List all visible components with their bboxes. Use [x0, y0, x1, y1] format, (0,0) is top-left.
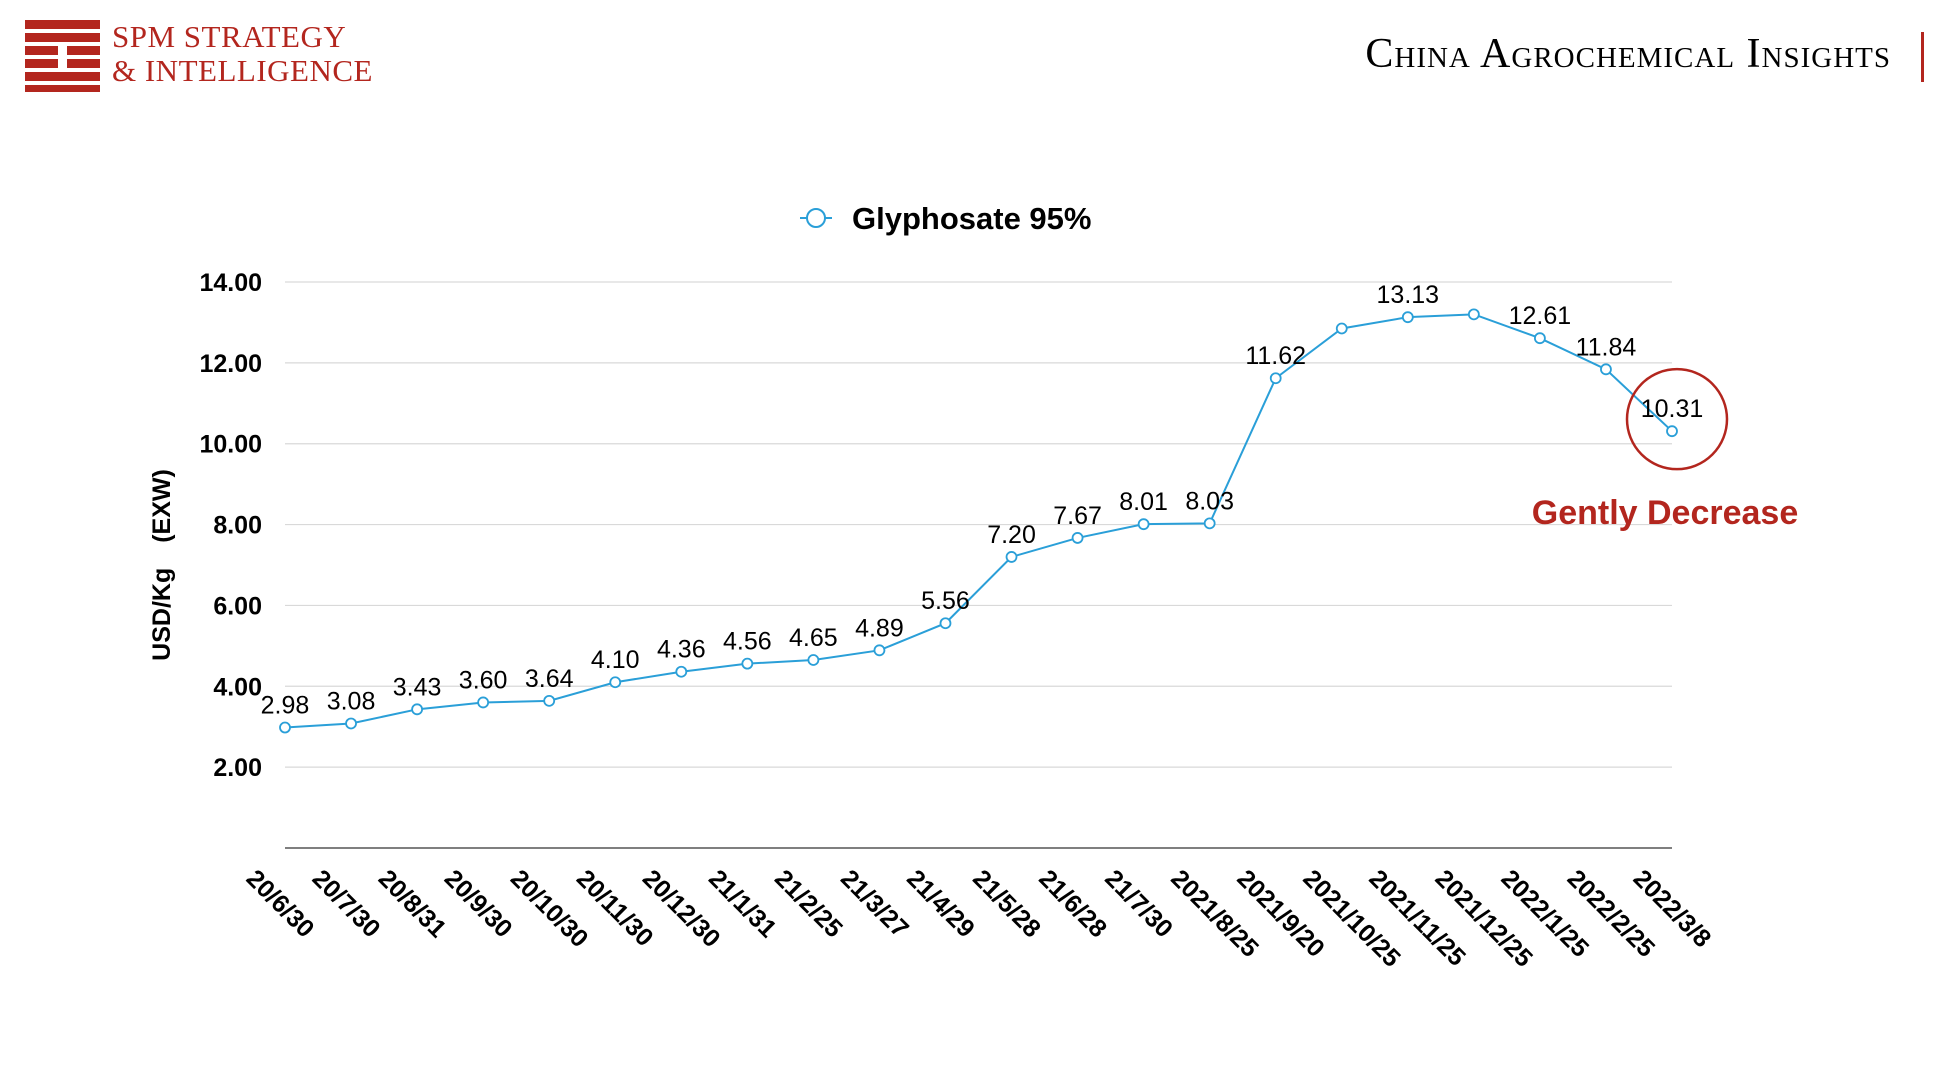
- data-label: 11.62: [1245, 342, 1306, 370]
- data-label: 13.13: [1377, 281, 1440, 309]
- data-point: [1467, 308, 1480, 321]
- y-tick-label: 14.00: [199, 269, 262, 297]
- data-point: [807, 654, 820, 666]
- data-label: 12.61: [1509, 302, 1572, 330]
- data-point: [939, 617, 952, 630]
- brand-logo: SPM STRATEGY & INTELLIGENCE: [25, 20, 373, 92]
- data-label: 8.03: [1185, 487, 1234, 515]
- data-point: [609, 676, 622, 689]
- highlight-circle: [1625, 367, 1729, 471]
- x-tick-label: 20/7/30: [307, 864, 386, 943]
- data-point: [279, 721, 291, 734]
- data-label: 4.56: [723, 628, 772, 656]
- data-point: [1137, 518, 1150, 531]
- data-label: 8.01: [1119, 488, 1168, 516]
- data-point: [1071, 532, 1084, 544]
- y-axis-label: USD/Kg (EXW): [148, 469, 176, 661]
- y-tick-label: 4.00: [213, 673, 262, 701]
- x-tick-label: 21/5/28: [967, 864, 1046, 943]
- x-tick-label: 21/6/28: [1033, 864, 1112, 943]
- data-label: 3.08: [327, 687, 376, 715]
- data-point: [675, 665, 688, 678]
- header-divider: [1921, 32, 1924, 82]
- data-label: 5.56: [921, 587, 970, 615]
- page-title: China Agrochemical Insights: [1365, 31, 1891, 77]
- data-label: 3.43: [393, 673, 442, 701]
- data-point: [345, 717, 357, 730]
- y-tick-label: 8.00: [213, 512, 262, 540]
- data-label: 4.65: [789, 624, 838, 652]
- x-tick-label: 21/3/27: [835, 864, 914, 943]
- data-label: 4.89: [855, 614, 904, 642]
- y-tick-label: 6.00: [213, 592, 262, 620]
- data-label: 3.64: [525, 665, 574, 693]
- data-point: [1534, 332, 1546, 345]
- annotation-text: Gently Decrease: [1532, 494, 1799, 532]
- data-label: 7.67: [1053, 502, 1102, 530]
- data-label: 4.10: [591, 646, 640, 674]
- data-point: [873, 644, 886, 657]
- legend-marker: [806, 208, 826, 228]
- data-point: [1335, 322, 1348, 335]
- x-tick-label: 20/8/31: [373, 864, 452, 943]
- x-tick-label: 20/6/30: [241, 864, 320, 943]
- brand-line-2: & INTELLIGENCE: [112, 53, 373, 88]
- brand-name: SPM STRATEGY & INTELLIGENCE: [112, 20, 373, 88]
- data-point: [1269, 372, 1282, 385]
- data-point: [741, 657, 754, 670]
- y-tick-label: 2.00: [213, 754, 262, 782]
- data-label: 10.31: [1641, 395, 1704, 423]
- data-point: [1401, 311, 1414, 324]
- data-label: 3.60: [459, 666, 508, 694]
- data-point: [411, 703, 423, 716]
- data-point: [1666, 425, 1678, 438]
- data-label: 7.20: [987, 521, 1036, 549]
- brand-line-1: SPM STRATEGY: [112, 19, 347, 54]
- x-tick-label: 21/7/30: [1099, 864, 1178, 943]
- x-tick-label: 21/4/29: [901, 864, 980, 943]
- x-tick-label: 20/9/30: [439, 864, 518, 943]
- data-label: 4.36: [657, 636, 706, 664]
- data-label: 11.84: [1576, 333, 1637, 361]
- data-point: [543, 694, 556, 707]
- data-point: [1005, 551, 1018, 563]
- legend-label: Glyphosate 95%: [852, 201, 1091, 236]
- data-point: [1203, 517, 1216, 530]
- x-tick-label: 21/2/25: [769, 864, 848, 943]
- data-label: 2.98: [261, 692, 310, 720]
- brand-logo-icon: [25, 20, 100, 92]
- data-point: [477, 696, 490, 709]
- series-line-glyphosate: [284, 313, 1673, 729]
- y-tick-label: 12.00: [199, 350, 262, 378]
- data-point: [1600, 363, 1612, 376]
- y-tick-label: 10.00: [199, 431, 262, 459]
